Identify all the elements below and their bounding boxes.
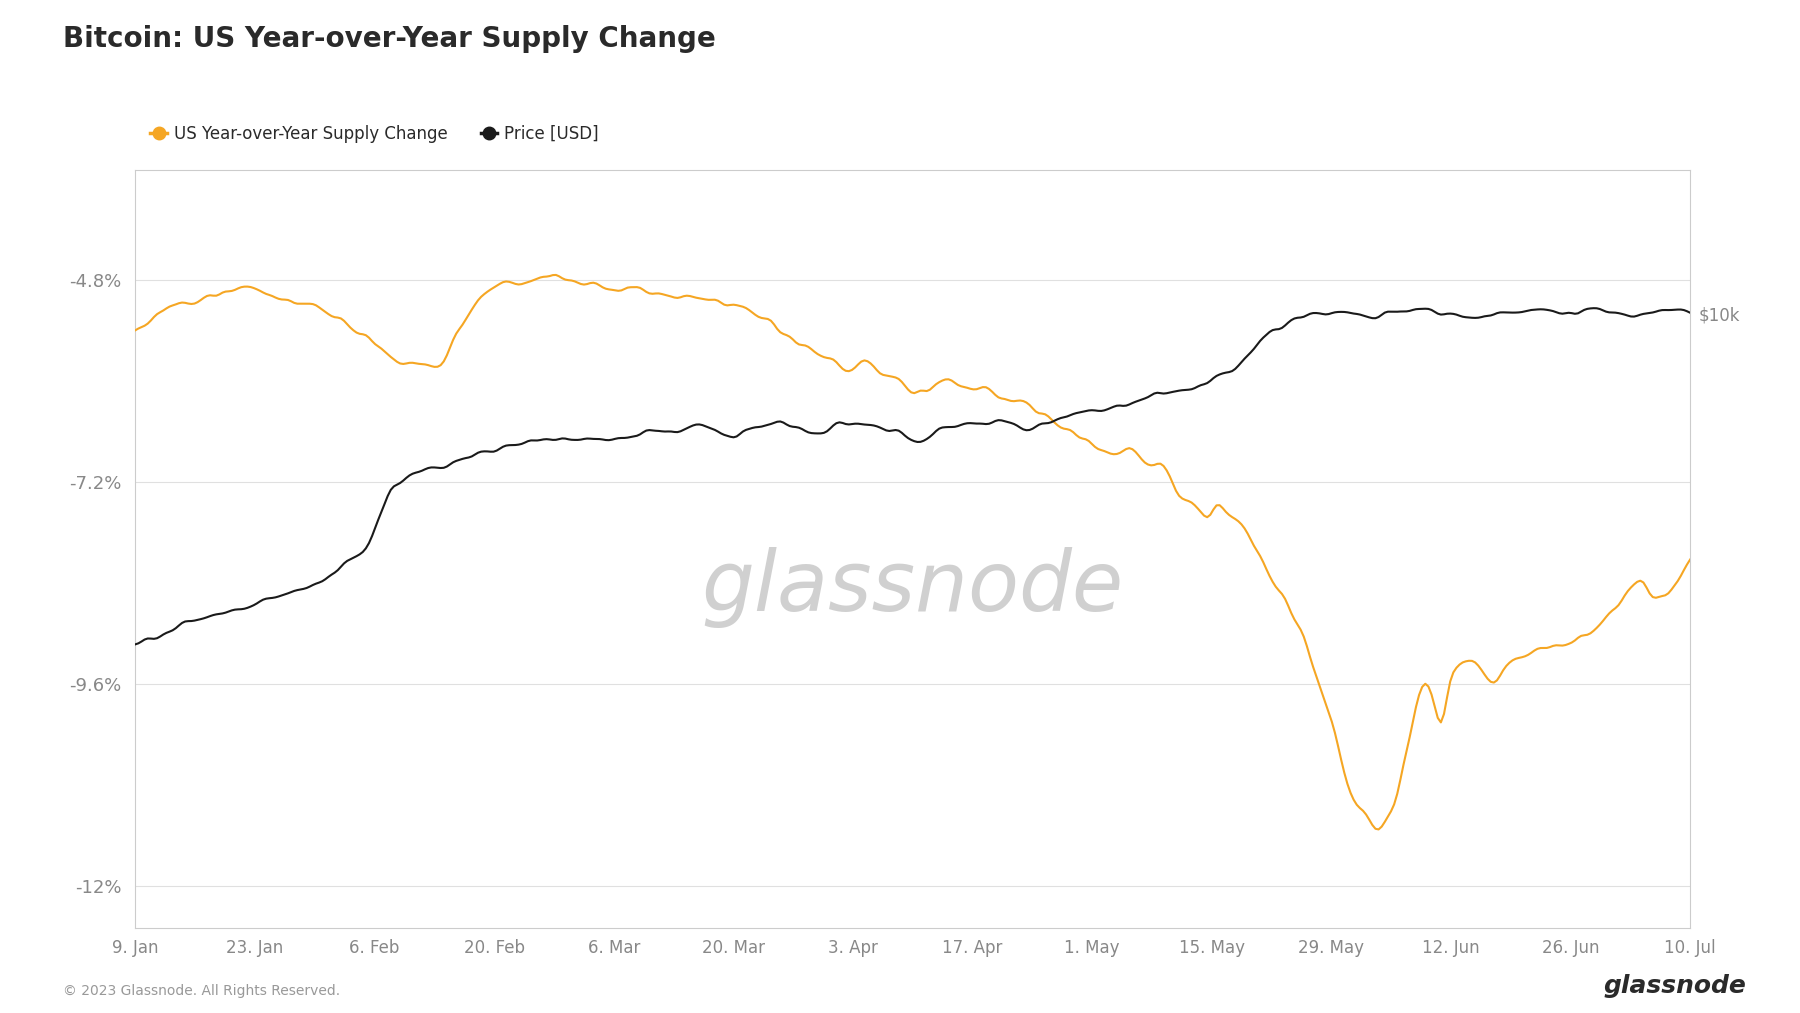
Text: Bitcoin: US Year-over-Year Supply Change: Bitcoin: US Year-over-Year Supply Change bbox=[63, 25, 716, 54]
Text: © 2023 Glassnode. All Rights Reserved.: © 2023 Glassnode. All Rights Reserved. bbox=[63, 984, 340, 998]
Legend: US Year-over-Year Supply Change, Price [USD]: US Year-over-Year Supply Change, Price [… bbox=[144, 119, 605, 149]
Text: glassnode: glassnode bbox=[1604, 973, 1746, 998]
Text: glassnode: glassnode bbox=[702, 547, 1123, 628]
